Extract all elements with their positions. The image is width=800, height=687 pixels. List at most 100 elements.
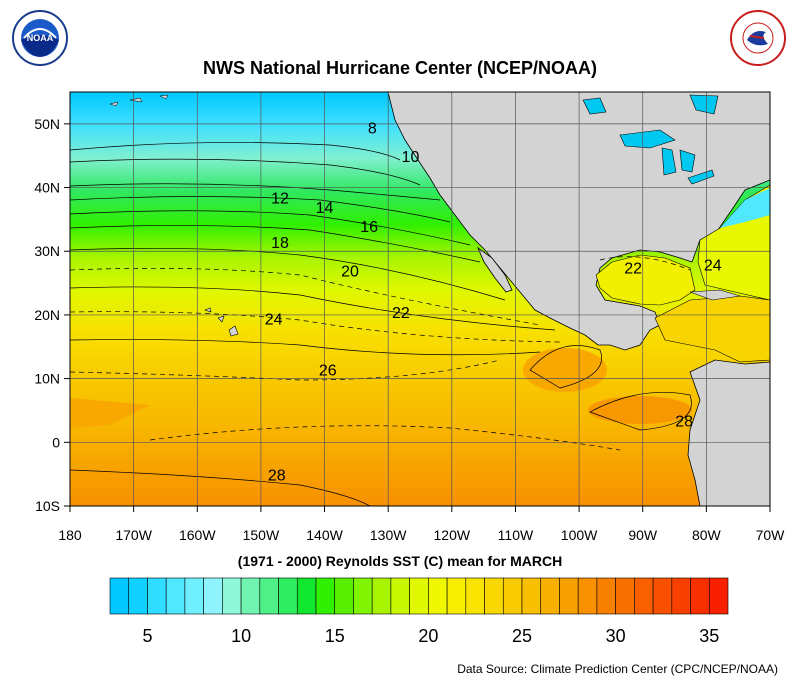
lon-tick-label: 90W (628, 527, 658, 543)
contour-label: 22 (624, 261, 642, 278)
contour-label: 28 (268, 468, 286, 485)
warm-pool-west (70, 398, 150, 428)
colorbar-title: (1971 - 2000) Reynolds SST (C) mean for … (237, 553, 563, 569)
hawaii-islands (204, 307, 239, 337)
data-source-note: Data Source: Climate Prediction Center (… (457, 662, 778, 676)
colorbar-swatch (671, 577, 691, 615)
colorbar-label: 5 (142, 626, 152, 646)
colorbar-swatch (502, 577, 523, 615)
colorbar-swatch (334, 577, 354, 615)
colorbar-swatch (615, 577, 635, 615)
colorbar-swatch (577, 577, 598, 615)
cuba-land (689, 289, 741, 301)
colorbar-swatch (409, 577, 429, 615)
colorbar-swatch (128, 577, 148, 615)
colorbar-swatch (634, 577, 654, 615)
colorbar-swatch (315, 577, 336, 615)
lake-superior (619, 129, 676, 149)
contour-label: 18 (271, 235, 289, 252)
map-plot-area: 8 10 12 14 16 18 20 22 24 26 28 28 22 24 (70, 92, 770, 506)
hudson-bay-edge (689, 94, 719, 115)
contour-label: 28 (675, 413, 693, 430)
colorbar-swatch (465, 577, 485, 615)
noaa-logo-text: NOAA (27, 33, 54, 43)
colorbar-label: 20 (418, 626, 438, 646)
colorbar-swatch (259, 577, 279, 615)
colorbar-swatch (652, 577, 673, 615)
colorbar-swatch (559, 577, 579, 615)
colorbar-swatch (428, 577, 448, 615)
atlantic-cold-water (720, 188, 770, 228)
sst-contours (70, 142, 692, 506)
colorbar-label: 10 (231, 626, 251, 646)
noaa-logo: NOAA (12, 10, 68, 66)
colorbar-swatch (203, 577, 223, 615)
colorbar-swatch (484, 577, 504, 615)
warm-pool-panama-bight (588, 396, 692, 424)
colorbar-label: 25 (512, 626, 532, 646)
lake-huron (679, 149, 696, 173)
colorbar-swatch (184, 577, 204, 615)
lon-tick-label: 140W (306, 527, 343, 543)
contour-label: 8 (368, 120, 377, 137)
colorbar-swatch (296, 577, 317, 615)
colorbar-swatch (521, 577, 542, 615)
colorbar: 5 10 15 20 25 30 35 (109, 577, 729, 646)
contour-label: 20 (341, 264, 359, 281)
colorbar-label: 35 (699, 626, 719, 646)
contour-label: 16 (360, 219, 378, 236)
lon-tick-label: 180 (58, 527, 82, 543)
lon-tick-label: 80W (692, 527, 722, 543)
axis-labels: 50N 40N 30N 20N 10N 0 10S 180 170W 160W 150W 140W 13… (34, 116, 785, 543)
lake-erie (687, 169, 715, 185)
lat-tick-label: 20N (34, 307, 60, 323)
contour-label: 14 (316, 200, 334, 217)
baja-california-land (477, 246, 513, 293)
colorbar-swatch (371, 577, 392, 615)
lat-tick-label: 10S (35, 498, 60, 514)
colorbar-swatch (240, 577, 261, 615)
lat-tick-label: 10N (34, 371, 60, 387)
warm-pool-eastern-pacific (523, 348, 607, 392)
contour-label: 24 (265, 311, 283, 328)
colorbar-swatch (222, 577, 242, 615)
lake-michigan (661, 147, 677, 176)
contour-label: 22 (392, 305, 410, 322)
contour-label: 10 (402, 149, 420, 166)
contour-labels: 8 10 12 14 16 18 20 22 24 26 28 28 22 24 (265, 120, 722, 484)
lon-tick-label: 170W (115, 527, 152, 543)
lon-tick-label: 110W (498, 527, 534, 543)
contour-label: 12 (271, 190, 289, 207)
colorbar-swatch (165, 577, 186, 615)
lon-tick-label: 120W (434, 527, 471, 543)
map-frame (69, 91, 771, 507)
lon-tick-label: 160W (179, 527, 216, 543)
grid-lines (70, 92, 770, 506)
colorbar-label: 30 (606, 626, 626, 646)
lat-tick-label: 40N (34, 180, 60, 196)
colorbar-swatch (446, 577, 467, 615)
lat-tick-label: 0 (52, 434, 60, 450)
lon-tick-label: 150W (243, 527, 280, 543)
colorbar-swatch (390, 577, 410, 615)
colorbar-swatch (540, 577, 560, 615)
colorbar-swatch (109, 577, 130, 615)
contour-label: 26 (319, 362, 337, 379)
lat-tick-label: 50N (34, 116, 60, 132)
gulf-of-mexico (595, 254, 696, 306)
aleutian-islands (109, 94, 169, 107)
lake-winnipeg (582, 97, 607, 115)
colorbar-swatch (596, 577, 616, 615)
colorbar-swatch (353, 577, 373, 615)
colorbar-swatch (690, 577, 710, 615)
south-america-land (687, 359, 770, 506)
nws-logo (730, 10, 786, 66)
chart-title: NWS National Hurricane Center (NCEP/NOAA… (202, 58, 598, 78)
colorbar-swatch (708, 577, 729, 615)
lon-tick-label: 100W (561, 527, 598, 543)
colorbar-swatch (147, 577, 167, 615)
colorbar-swatch (278, 577, 298, 615)
colorbar-label: 15 (325, 626, 345, 646)
lon-tick-label: 130W (370, 527, 407, 543)
